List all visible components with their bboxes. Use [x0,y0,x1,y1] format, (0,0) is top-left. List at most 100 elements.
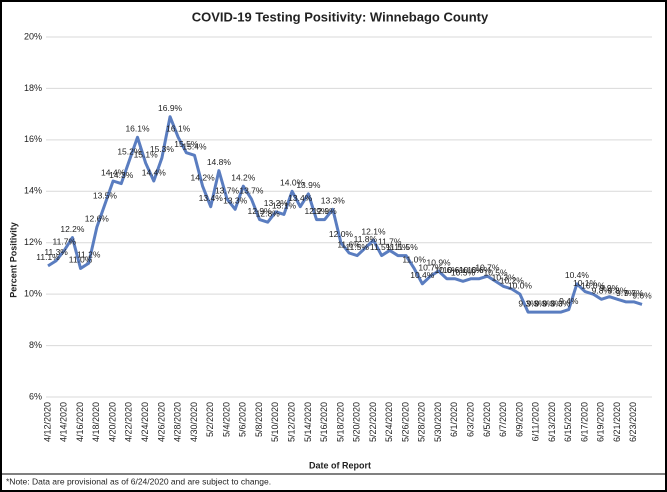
data-label: 15.1% [134,149,159,159]
data-label: 10.6% [435,265,460,275]
data-label: 11.6% [337,239,361,249]
x-tick-label: 6/7/2020 [498,402,508,437]
y-tick-label: 16% [24,134,42,144]
x-tick-label: 5/14/2020 [303,402,313,442]
data-line [47,115,643,314]
x-tick-label: 5/24/2020 [384,402,394,442]
data-label: 12.8% [256,208,281,218]
data-label: 14.4% [142,167,167,177]
x-tick-label: 4/16/2020 [75,402,85,442]
x-tick-label: 6/19/2020 [596,402,606,442]
data-label: 12.6% [85,214,110,224]
y-tick-label: 8% [29,340,42,350]
x-tick-label: 6/1/2020 [449,402,459,437]
data-label: 12.9% [248,206,273,216]
y-tick-label: 18% [24,83,42,93]
data-label: 10.9% [427,257,452,267]
data-label: 12.2% [60,224,85,234]
data-label: 16.1% [125,124,150,134]
data-label: 14.0% [280,178,305,188]
data-label: 10.5% [451,268,476,278]
y-tick-label: 6% [29,391,42,401]
data-label: 10.7% [418,262,443,272]
data-label: 10.4% [410,270,435,280]
data-label: 14.3% [109,170,134,180]
data-label: 11.5% [386,242,410,252]
x-tick-label: 6/21/2020 [612,402,622,442]
data-label: 13.3% [223,196,248,206]
data-label: 10.6% [467,265,492,275]
data-label: 9.7% [624,288,644,298]
data-label: 10.2% [500,275,525,285]
y-tick-label: 14% [24,186,42,196]
x-tick-label: 4/28/2020 [173,402,183,442]
data-label: 12.0% [329,229,354,239]
data-label: 9.3% [535,298,555,308]
data-label: 10.3% [492,273,517,283]
x-tick-label: 5/28/2020 [417,402,427,442]
data-label: 9.7% [616,288,636,298]
data-label: 11.7% [53,237,77,247]
note: *Note: Data are provisional as of 6/24/2… [6,476,271,486]
chart-title: COVID-19 Testing Positivity: Winnebago C… [192,9,489,24]
data-label: 9.8% [608,286,628,296]
x-tick-label: 6/11/2020 [531,402,541,441]
data-label: 16.1% [166,124,191,134]
data-label: 11.5% [345,242,369,252]
data-label: 11.0% [69,255,93,265]
data-label: 13.4% [288,193,313,203]
data-label: 9.3% [518,298,538,308]
x-tick-label: 6/17/2020 [579,402,589,442]
x-tick-label: 4/30/2020 [189,402,199,442]
x-tick-label: 6/23/2020 [628,402,638,442]
data-label: 13.5% [93,190,118,200]
x-tick-label: 4/26/2020 [156,402,166,442]
x-tick-label: 5/20/2020 [352,402,362,442]
data-label: 9.9% [600,283,620,293]
x-tick-label: 4/20/2020 [107,402,117,442]
data-label: 10.7% [475,262,500,272]
data-label: 16.9% [158,103,183,113]
data-label: 13.7% [239,185,264,195]
data-label: 15.4% [182,142,207,152]
data-label: 14.4% [101,167,126,177]
x-tick-label: 4/22/2020 [124,402,134,442]
data-label: 12.9% [313,206,338,216]
data-label: 11.8% [354,234,378,244]
x-tick-label: 6/13/2020 [547,402,557,442]
x-tick-label: 5/10/2020 [270,402,280,442]
data-label: 11.1% [36,252,60,262]
x-axis-label: Date of Report [309,460,371,470]
data-label: 11.7% [378,237,402,247]
x-tick-label: 5/22/2020 [368,402,378,442]
data-label: 13.4% [199,193,224,203]
x-tick-label: 6/3/2020 [465,402,475,437]
x-tick-label: 5/6/2020 [238,402,248,437]
data-label: 11.5% [394,242,418,252]
y-tick-label: 20% [24,31,42,41]
data-label: 13.1% [272,201,297,211]
data-label: 12.9% [304,206,329,216]
x-tick-label: 6/9/2020 [514,402,524,437]
data-label: 10.1% [573,278,598,288]
data-label: 15.3% [150,144,175,154]
x-tick-label: 6/15/2020 [563,402,573,442]
x-tick-label: 5/26/2020 [400,402,410,442]
data-label: 10.6% [443,265,468,275]
data-label: 15.5% [174,139,199,149]
y-tick-label: 10% [24,289,42,299]
x-tick-label: 5/2/2020 [205,402,215,437]
x-tick-label: 4/12/2020 [42,402,52,442]
data-label: 11.2% [77,250,101,260]
data-label: 9.3% [551,298,571,308]
data-label: 10.4% [565,270,590,280]
data-label: 10.0% [581,280,606,290]
x-tick-label: 5/4/2020 [221,402,231,437]
y-axis-label: Percent Positivity [8,222,18,298]
x-tick-label: 5/8/2020 [254,402,264,437]
data-label: 13.3% [321,196,346,206]
data-label: 9.3% [527,298,547,308]
data-label: 14.2% [191,172,216,182]
data-label: 11.5% [370,242,394,252]
